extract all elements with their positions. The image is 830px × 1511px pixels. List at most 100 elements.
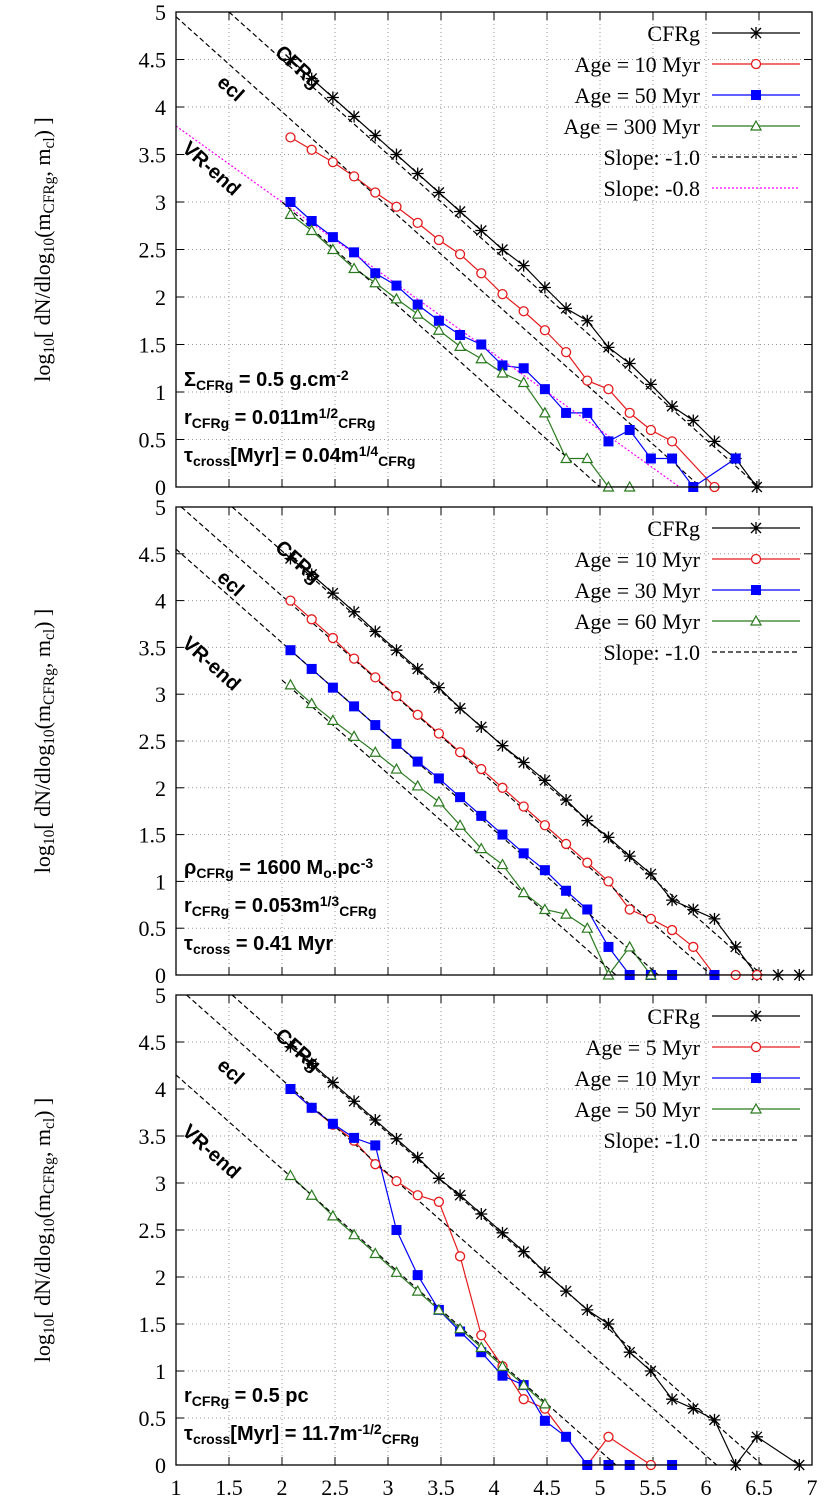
marker <box>412 756 423 767</box>
marker <box>538 1266 551 1279</box>
marker <box>749 119 763 131</box>
marker <box>645 424 657 436</box>
marker <box>602 831 615 844</box>
marker <box>306 1102 317 1113</box>
marker <box>349 701 360 712</box>
marker <box>708 912 721 925</box>
line-label: ecl <box>213 1054 248 1089</box>
marker <box>454 205 467 218</box>
text-part: = 0.053m <box>229 895 320 917</box>
series-line <box>180 507 712 975</box>
text-part: 10 <box>41 729 58 745</box>
legend-label: Age = 50 Myr <box>575 1097 701 1122</box>
marker <box>390 1132 403 1145</box>
marker <box>624 407 635 419</box>
y-tick-label: 3.5 <box>139 635 167 660</box>
marker <box>305 72 318 85</box>
text-part: 1/2 <box>319 405 339 421</box>
marker <box>496 366 509 378</box>
y-tick-label: 5 <box>155 983 166 1008</box>
legend-label: CFRg <box>647 516 700 541</box>
marker <box>391 690 402 702</box>
marker <box>284 53 297 66</box>
series-line <box>281 679 617 975</box>
series-line <box>231 995 763 1465</box>
text-part: CFRg <box>192 903 229 919</box>
marker <box>284 678 297 690</box>
marker <box>623 1346 636 1359</box>
marker <box>411 1151 424 1164</box>
marker <box>412 1270 423 1281</box>
marker <box>306 663 317 674</box>
text-part: ) ] <box>30 609 55 629</box>
marker <box>411 1284 424 1296</box>
text-part: [ dN/dlog <box>30 1234 55 1319</box>
marker <box>348 730 361 741</box>
x-tick-label: 3.5 <box>427 1475 455 1500</box>
y-tick-label: 3.5 <box>139 1124 167 1149</box>
marker <box>708 1413 721 1426</box>
marker <box>538 281 551 294</box>
marker <box>475 352 488 364</box>
y-tick-label: 0 <box>155 475 166 500</box>
text-part: -3 <box>361 855 374 871</box>
marker <box>475 1208 488 1221</box>
y-tick-label: 3 <box>155 190 166 215</box>
marker <box>582 904 593 915</box>
legend-label: Slope: -0.8 <box>603 176 700 201</box>
marker <box>496 243 509 256</box>
marker <box>326 1209 339 1221</box>
marker <box>369 1247 382 1259</box>
marker <box>284 552 297 565</box>
marker <box>730 453 741 464</box>
x-tick-label: 1.5 <box>215 1475 243 1500</box>
marker <box>518 363 529 374</box>
y-tick-label: 0.5 <box>139 916 167 941</box>
y-tick-label: 2.5 <box>139 1218 167 1243</box>
marker <box>603 383 614 395</box>
marker <box>455 792 466 803</box>
marker <box>305 224 318 236</box>
marker <box>497 829 508 840</box>
y-tick-label: 2.5 <box>139 729 167 754</box>
line-label: VR-end <box>178 632 245 695</box>
marker <box>560 346 572 358</box>
marker <box>644 378 657 391</box>
text-part: 10 <box>41 1318 58 1334</box>
text-part: .pc <box>332 857 361 879</box>
marker <box>603 1431 614 1442</box>
y-tick-label: 1.5 <box>139 1312 167 1337</box>
marker <box>602 1318 615 1330</box>
y-tick-label: 4 <box>155 1077 166 1102</box>
marker <box>285 197 296 207</box>
text-part: log <box>30 1334 55 1362</box>
marker <box>285 132 296 143</box>
marker <box>475 842 488 854</box>
marker <box>412 217 423 229</box>
marker <box>538 406 551 418</box>
text-part: , m <box>30 1129 55 1157</box>
marker <box>497 360 508 371</box>
marker <box>475 224 488 237</box>
text-part: ) ] <box>30 117 55 137</box>
legend-label: Age = 5 Myr <box>586 1035 701 1060</box>
y-tick-label: 1.5 <box>139 333 167 358</box>
marker <box>370 1159 381 1170</box>
marker <box>433 728 445 739</box>
marker <box>476 1347 487 1358</box>
marker <box>348 262 361 274</box>
marker <box>750 553 762 565</box>
marker <box>433 773 444 784</box>
text-part: 10 <box>41 1218 58 1234</box>
marker <box>348 1095 361 1108</box>
series-line <box>281 201 601 487</box>
marker <box>539 865 550 876</box>
marker <box>708 435 721 448</box>
marker <box>666 1393 679 1406</box>
text-part: ) ] <box>30 1098 55 1118</box>
x-tick-label: 1 <box>171 1475 182 1500</box>
text-part: CFRg <box>338 415 375 431</box>
marker <box>539 384 550 395</box>
marker <box>411 167 424 180</box>
line-label: CFRg <box>271 1024 325 1076</box>
